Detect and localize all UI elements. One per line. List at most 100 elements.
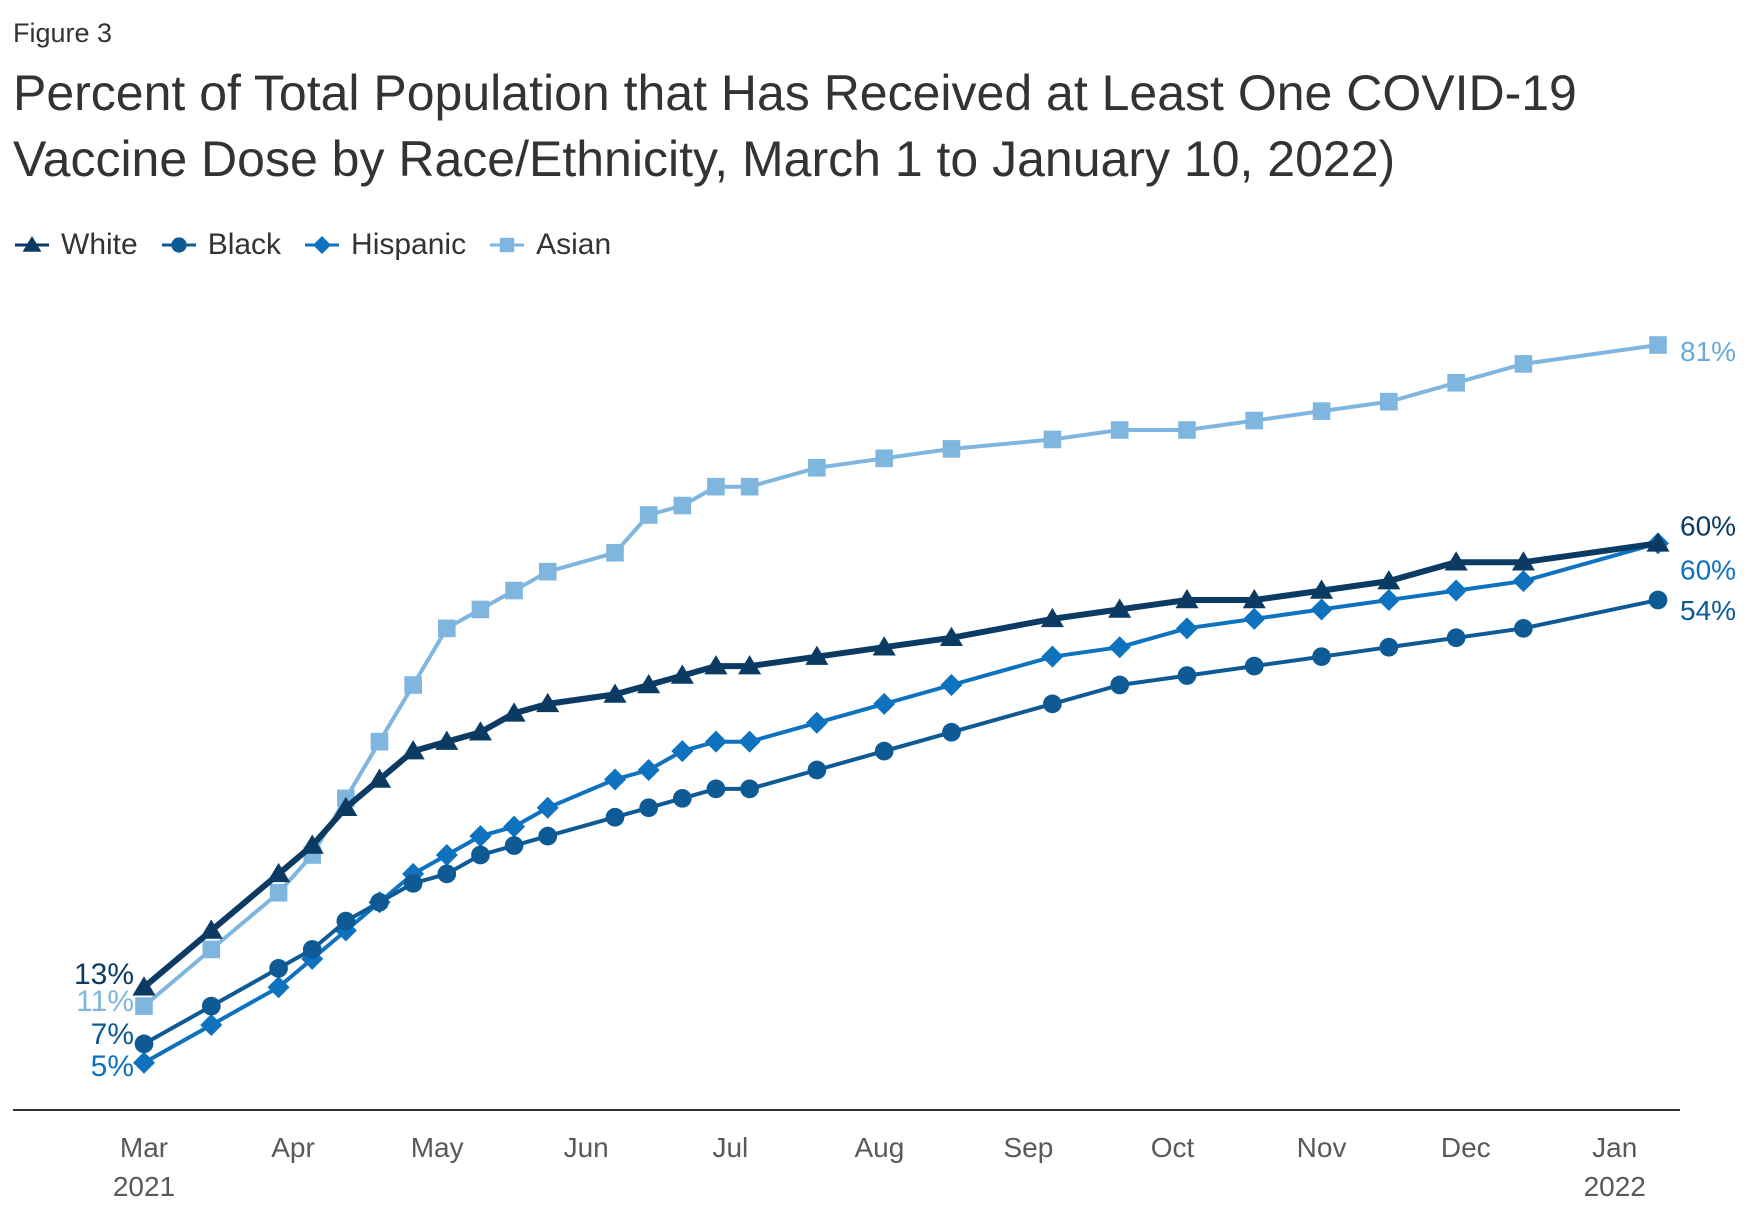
series-white — [132, 532, 1670, 996]
data-point-black — [706, 779, 726, 799]
data-point-hispanic — [704, 730, 727, 753]
data-point-asian — [707, 477, 725, 496]
data-point-white — [468, 721, 492, 741]
data-point-asian — [639, 506, 658, 524]
data-point-white — [670, 664, 694, 684]
data-point-hispanic — [1512, 570, 1535, 593]
data-point-asian — [404, 676, 422, 694]
data-point-asian — [135, 997, 153, 1015]
data-point-hispanic — [1175, 617, 1198, 640]
data-point-white — [872, 636, 896, 656]
data-point-white — [738, 655, 762, 675]
data-point-black — [538, 826, 558, 846]
data-point-asian — [1380, 392, 1398, 411]
chart-title: Percent of Total Population that Has Rec… — [13, 65, 1577, 187]
data-point-black — [134, 1034, 154, 1054]
data-point-black — [1446, 628, 1466, 648]
data-point-hispanic — [503, 815, 526, 838]
data-point-white — [1511, 551, 1535, 571]
x-tick-sublabel: 2022 — [1584, 1171, 1646, 1202]
x-tick-label: Mar — [120, 1132, 168, 1163]
end-label-black: 54% — [1680, 595, 1736, 626]
data-point-asian — [1312, 402, 1331, 420]
data-point-black — [672, 788, 692, 808]
data-point-hispanic — [469, 825, 492, 848]
data-point-asian — [1043, 430, 1062, 449]
x-tick-label: Jun — [564, 1132, 609, 1163]
data-point-black — [201, 996, 221, 1016]
series-hispanic — [133, 532, 1669, 1074]
data-point-asian — [370, 732, 389, 751]
data-point-black — [740, 779, 759, 799]
data-point-asian — [202, 940, 221, 959]
data-point-asian — [269, 883, 288, 902]
series-line-asian — [142, 343, 1659, 1008]
data-point-white — [1444, 551, 1468, 571]
data-point-asian — [1245, 411, 1264, 430]
data-point-asian — [875, 449, 893, 468]
data-point-hispanic — [1243, 607, 1266, 630]
data-point-asian — [808, 458, 826, 477]
data-point-white — [1310, 579, 1334, 599]
series-line-hispanic — [143, 541, 1659, 1065]
data-point-black — [1244, 656, 1264, 676]
data-point-asian — [1110, 421, 1129, 439]
start-label-hispanic: 5% — [91, 1050, 134, 1083]
data-point-black — [1177, 666, 1197, 685]
x-tick-label: Aug — [854, 1132, 904, 1163]
data-point-hispanic — [637, 759, 660, 781]
data-point-black — [269, 958, 288, 978]
data-point-asian — [471, 600, 490, 619]
data-point-white — [435, 730, 459, 750]
data-point-hispanic — [604, 768, 627, 791]
legend: White Black Hispanic Asian — [13, 228, 611, 262]
data-point-white — [536, 692, 560, 713]
legend-marker-hispanic — [313, 236, 332, 254]
data-point-asian — [1447, 373, 1465, 392]
x-tick-label: Jul — [712, 1132, 748, 1163]
data-point-black — [437, 864, 457, 884]
legend-label-white: White — [61, 228, 138, 261]
x-tick-label: Sep — [1003, 1132, 1053, 1163]
data-point-black — [807, 760, 827, 780]
legend-swatch-black — [161, 237, 196, 253]
data-point-black — [403, 873, 423, 893]
end-label-hispanic: 60% — [1680, 554, 1736, 585]
series-line-black — [143, 598, 1659, 1046]
end-label-white: 60% — [1680, 510, 1736, 541]
data-point-hispanic — [1041, 645, 1064, 668]
data-point-hispanic — [133, 1051, 155, 1074]
data-point-white — [300, 834, 324, 854]
data-point-hispanic — [1310, 598, 1333, 621]
data-point-black — [471, 845, 490, 865]
legend-item-hispanic: Hispanic — [303, 228, 466, 262]
data-point-asian — [538, 562, 557, 581]
x-tick-label: Oct — [1151, 1132, 1195, 1163]
data-point-white — [1040, 607, 1064, 628]
data-point-black — [605, 807, 625, 827]
start-label-white: 13% — [74, 958, 134, 991]
data-point-asian — [1514, 355, 1533, 373]
data-point-black — [336, 911, 356, 931]
data-point-asian — [1649, 336, 1667, 354]
data-point-white — [502, 702, 526, 722]
data-point-white — [1646, 532, 1670, 552]
legend-item-asian: Asian — [488, 228, 611, 262]
data-point-asian — [438, 619, 456, 638]
data-point-hispanic — [738, 730, 761, 753]
data-point-white — [637, 674, 661, 694]
data-point-white — [1108, 598, 1132, 618]
legend-label-asian: Asian — [536, 228, 612, 261]
data-point-white — [367, 768, 392, 788]
data-point-black — [942, 722, 961, 742]
data-point-black — [1648, 590, 1668, 610]
start-label-asian: 11% — [76, 985, 134, 1018]
data-point-white — [267, 862, 291, 883]
legend-marker-black — [171, 237, 187, 253]
legend-swatch-asian — [490, 237, 525, 253]
data-point-asian — [606, 543, 624, 562]
data-point-white — [334, 796, 358, 817]
data-point-white — [704, 655, 728, 675]
data-point-black — [504, 836, 524, 855]
